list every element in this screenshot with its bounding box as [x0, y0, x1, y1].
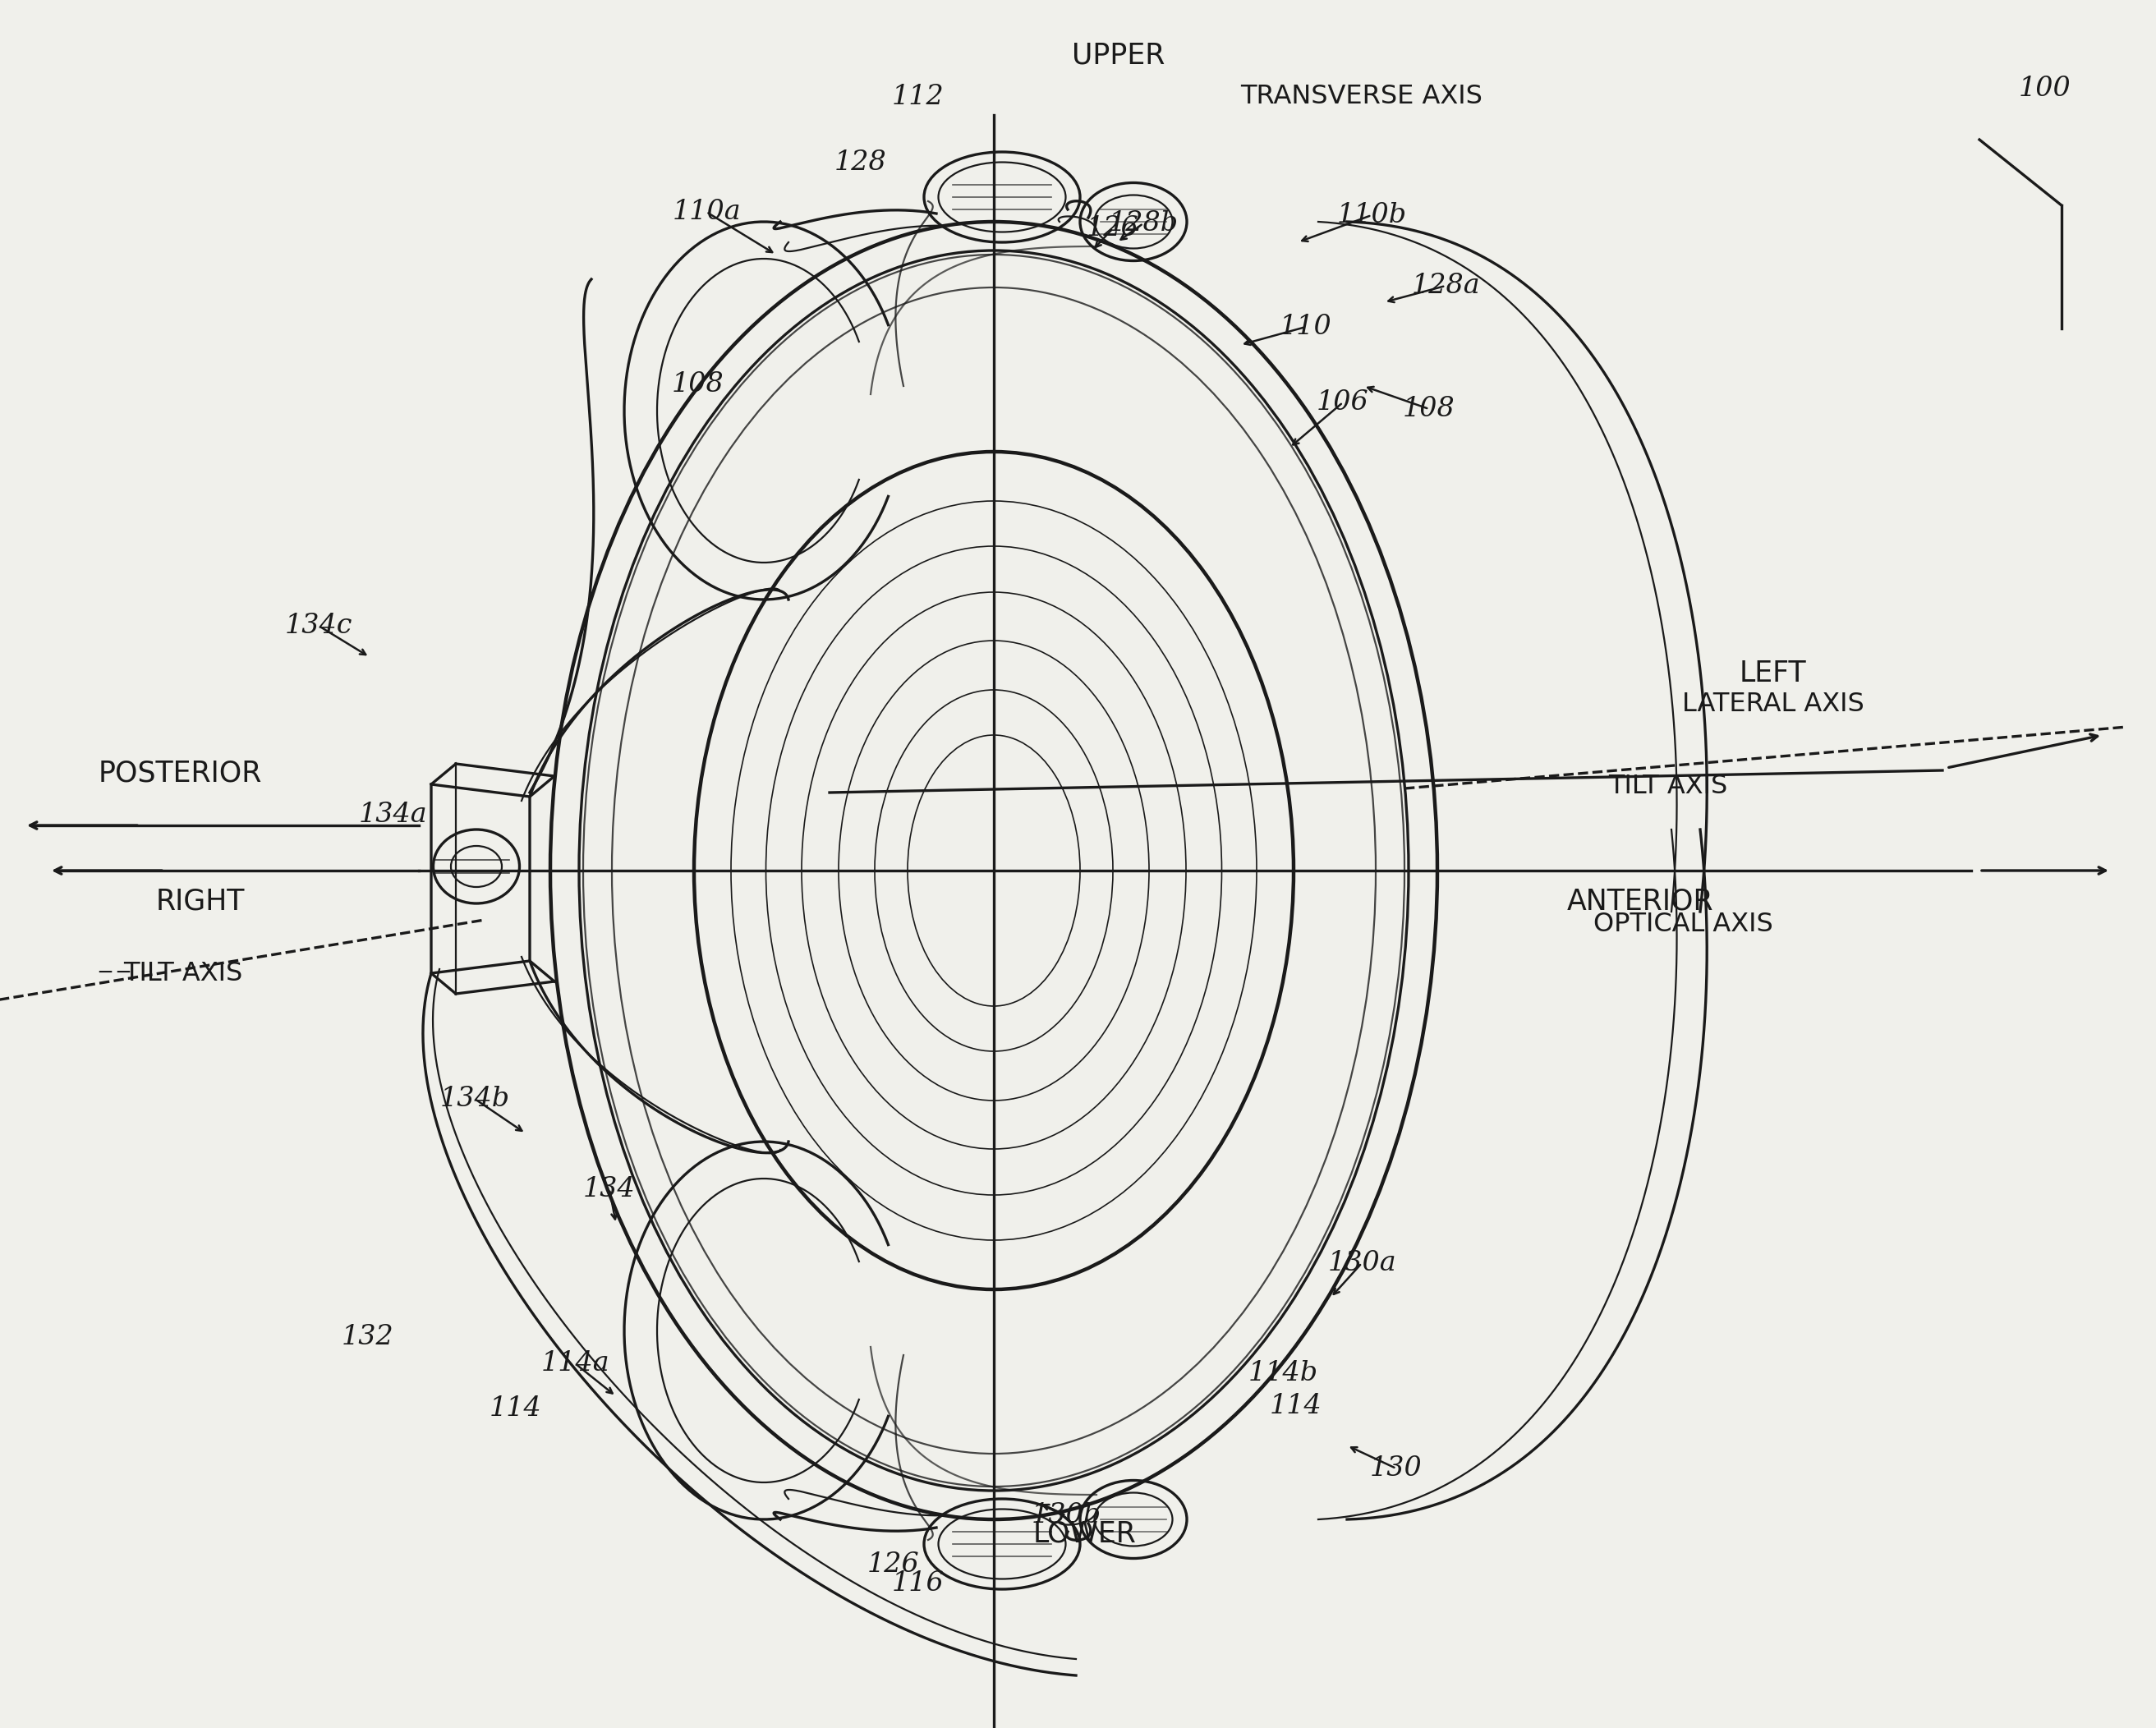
Text: 128b: 128b — [1108, 211, 1177, 237]
Text: 132: 132 — [343, 1324, 395, 1350]
Text: 116: 116 — [893, 1571, 944, 1597]
Text: ─ ─: ─ ─ — [99, 964, 129, 983]
Text: 114: 114 — [489, 1396, 541, 1422]
Text: 114a: 114a — [541, 1350, 610, 1377]
Text: 130b: 130b — [1031, 1502, 1102, 1529]
Text: TRANSVERSE AXIS: TRANSVERSE AXIS — [1240, 85, 1483, 109]
Text: TILT AXIS: TILT AXIS — [123, 961, 241, 987]
Text: 110: 110 — [1281, 314, 1332, 340]
Text: OPTICAL AXIS: OPTICAL AXIS — [1593, 911, 1772, 937]
Text: TILT AXIS: TILT AXIS — [1608, 774, 1727, 800]
Text: 110a: 110a — [673, 199, 742, 225]
Text: ANTERIOR: ANTERIOR — [1567, 888, 1714, 916]
Text: 114: 114 — [1270, 1393, 1322, 1419]
Text: 108: 108 — [673, 372, 724, 397]
Text: 134: 134 — [584, 1177, 636, 1203]
Text: 110b: 110b — [1337, 202, 1406, 228]
Text: 108: 108 — [1404, 396, 1455, 422]
Text: 134c: 134c — [285, 613, 354, 639]
Text: LATERAL AXIS: LATERAL AXIS — [1682, 691, 1865, 717]
Text: POSTERIOR: POSTERIOR — [99, 760, 263, 788]
Text: RIGHT: RIGHT — [155, 888, 246, 916]
Text: 112: 112 — [893, 83, 944, 111]
Text: UPPER: UPPER — [1072, 41, 1164, 69]
Text: 134b: 134b — [440, 1085, 509, 1113]
Text: LOWER: LOWER — [1033, 1521, 1136, 1548]
Text: 134a: 134a — [358, 802, 427, 828]
Text: 126: 126 — [867, 1552, 921, 1578]
Text: 126: 126 — [1087, 216, 1138, 242]
Text: 130a: 130a — [1328, 1249, 1397, 1277]
Text: 106: 106 — [1317, 389, 1369, 415]
Text: 130: 130 — [1369, 1455, 1423, 1481]
Text: 100: 100 — [2018, 76, 2072, 102]
Text: 114b: 114b — [1248, 1360, 1317, 1386]
Text: 128a: 128a — [1412, 273, 1479, 299]
Text: 128: 128 — [834, 150, 886, 176]
Text: LEFT: LEFT — [1740, 660, 1807, 688]
